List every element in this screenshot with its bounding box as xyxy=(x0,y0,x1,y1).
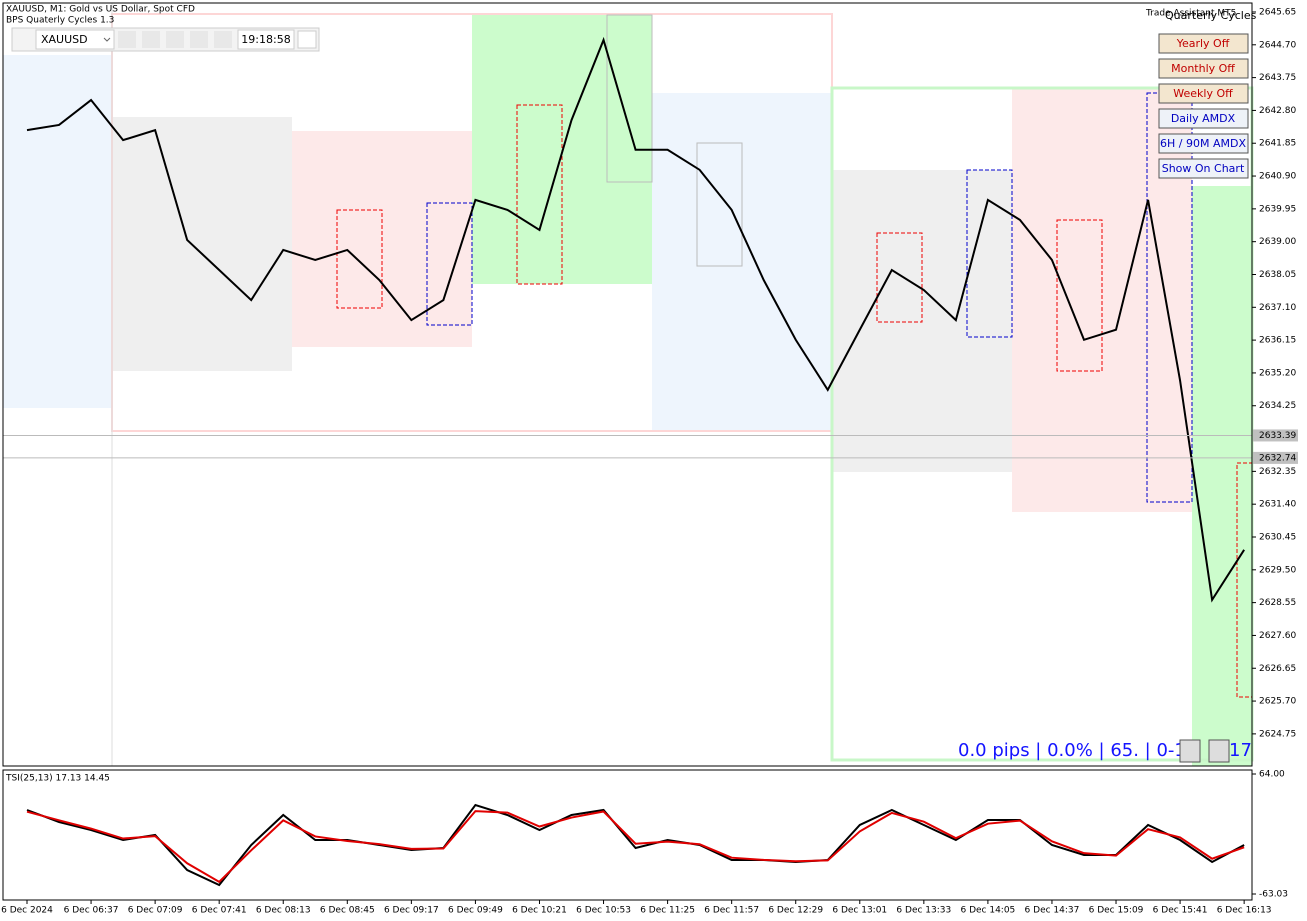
symbol-select-text: XAUUSD xyxy=(41,33,88,46)
x-tick-label: 6 Dec 15:41 xyxy=(1153,906,1208,916)
x-tick-label: 6 Dec 11:57 xyxy=(704,906,759,916)
symbol-line: XAUUSD, M1: Gold vs US Dollar, Spot CFD xyxy=(6,5,195,15)
panel-button-label: Show On Chart xyxy=(1162,162,1245,175)
tsi-chart: 64.00 -63.03 xyxy=(26,770,1288,900)
x-tick-label: 6 Dec 14:37 xyxy=(1025,906,1080,916)
price-chart: 2645.65 2644.70 2643.75 2642.80 2641.85 2640.… xyxy=(1,7,1298,916)
y-tick-label: 2630.45 xyxy=(1259,532,1296,542)
x-tick-label: 6 Dec 10:21 xyxy=(512,906,567,916)
time-box xyxy=(237,29,295,50)
x-tick-label: 6 Dec 13:01 xyxy=(832,906,887,916)
x-tick-label: 6 Dec 07:41 xyxy=(192,906,247,916)
panel-title: Quarterly Cycles xyxy=(1165,9,1257,22)
y-tick-label: 2636.15 xyxy=(1259,336,1296,346)
x-tick-label: 6 Dec 09:49 xyxy=(448,906,503,916)
x-tick-label: 6 Dec 2024 xyxy=(1,906,53,916)
y-tick-label: 2644.70 xyxy=(1259,40,1296,50)
tool-icon[interactable] xyxy=(297,30,317,49)
price-level-box xyxy=(1253,429,1298,442)
tsi-frame xyxy=(2,769,1253,901)
x-tick-label: 6 Dec 13:33 xyxy=(896,906,951,916)
x-tick-label: 6 Dec 09:17 xyxy=(384,906,439,916)
x-tick-label: 6 Dec 11:25 xyxy=(640,906,695,916)
x-tick-label: 6 Dec 10:53 xyxy=(576,906,631,916)
x-tick-label: 6 Dec 08:45 xyxy=(320,906,375,916)
panel-button-label: Yearly Off xyxy=(1176,37,1230,50)
panel-button[interactable] xyxy=(1158,33,1249,54)
panel-button-label: 6H / 90M AMDX xyxy=(1160,137,1246,150)
time-text: 19:18:58 xyxy=(241,33,290,46)
x-tick-label: 6 Dec 15:09 xyxy=(1089,906,1144,916)
tsi-line xyxy=(26,810,1245,884)
panel-button[interactable] xyxy=(1158,83,1249,104)
y-tick-label: 2639.00 xyxy=(1259,237,1296,247)
status-tail: 17 xyxy=(1229,740,1252,761)
price-level-label: 2633.39 xyxy=(1259,431,1296,441)
y-tick-label: 2627.60 xyxy=(1259,631,1296,641)
panel-button-label: Daily AMDX xyxy=(1171,112,1236,125)
y-tick-label: 2643.75 xyxy=(1259,73,1296,83)
x-tick-label: 6 Dec 12:29 xyxy=(768,906,823,916)
panel-buttons: Yearly Off Monthly Off Weekly Off Daily AMD… xyxy=(1158,33,1249,179)
x-tick-label: 6 Dec 06:37 xyxy=(64,906,119,916)
price-level-label: 2632.74 xyxy=(1259,453,1296,463)
y-tick-label: 2640.90 xyxy=(1259,172,1296,182)
y-tick-label: 2631.40 xyxy=(1259,500,1296,510)
tool-icon[interactable] xyxy=(1179,739,1201,763)
tool-icon[interactable] xyxy=(1208,739,1230,763)
price-level-box xyxy=(1253,451,1298,464)
tool-icon[interactable] xyxy=(214,31,232,48)
y-tick-label: 2626.65 xyxy=(1259,664,1296,674)
panel-button-label: Weekly Off xyxy=(1173,87,1233,100)
panel-button-label: Monthly Off xyxy=(1171,62,1235,75)
panel-button[interactable] xyxy=(1158,58,1249,79)
y-tick-label: 2625.70 xyxy=(1259,697,1296,707)
price-frame xyxy=(2,2,1253,767)
cycle-zones xyxy=(3,3,1254,766)
x-tick-label: 6 Dec 14:05 xyxy=(960,906,1015,916)
price-line xyxy=(26,36,1245,603)
tool-icon[interactable] xyxy=(166,31,184,48)
x-tick-label: 6 Dec 16:13 xyxy=(1217,906,1272,916)
tool-icon[interactable] xyxy=(190,31,208,48)
panel-button[interactable] xyxy=(1158,133,1249,154)
y-tick-label: 2635.20 xyxy=(1259,368,1296,378)
tool-icon[interactable] xyxy=(142,31,160,48)
tsi-label: TSI(25,13) 17.13 14.45 xyxy=(5,774,110,784)
y-tick-label: 2629.50 xyxy=(1259,565,1296,575)
y-tick-label: 2637.10 xyxy=(1259,303,1296,313)
y-tick-label: 2638.05 xyxy=(1259,270,1296,280)
y-tick-label: 2628.55 xyxy=(1259,598,1296,608)
y-tick-label: 2624.75 xyxy=(1259,729,1296,739)
panel-button[interactable] xyxy=(1158,108,1249,129)
x-tick-label: 6 Dec 07:09 xyxy=(128,906,183,916)
y-tick-label: 64.00 xyxy=(1259,770,1285,780)
y-tick-label: 2634.25 xyxy=(1259,401,1296,411)
y-tick-label: 2632.35 xyxy=(1259,467,1296,477)
y-tick-label: 2645.65 xyxy=(1259,7,1296,17)
symbol-select[interactable] xyxy=(35,29,115,50)
toolbar: XAUUSD 19:18:58 xyxy=(11,27,320,52)
x-tick-label: 6 Dec 08:13 xyxy=(256,906,311,916)
tool-icon[interactable] xyxy=(118,31,136,48)
panel-overlay: Trade Assistant MT5 xyxy=(1145,9,1236,19)
y-tick-label: 2642.80 xyxy=(1259,106,1296,116)
panel-button[interactable] xyxy=(1158,158,1249,179)
y-tick-label: 2639.95 xyxy=(1259,204,1296,214)
y-tick-label: -63.03 xyxy=(1259,890,1288,900)
indicator-name: BPS Quaterly Cycles 1.3 xyxy=(6,16,114,26)
y-tick-label: 2641.85 xyxy=(1259,139,1296,149)
status-text: 0.0 pips | 0.0% | 65. | 0-1 xyxy=(958,740,1186,761)
